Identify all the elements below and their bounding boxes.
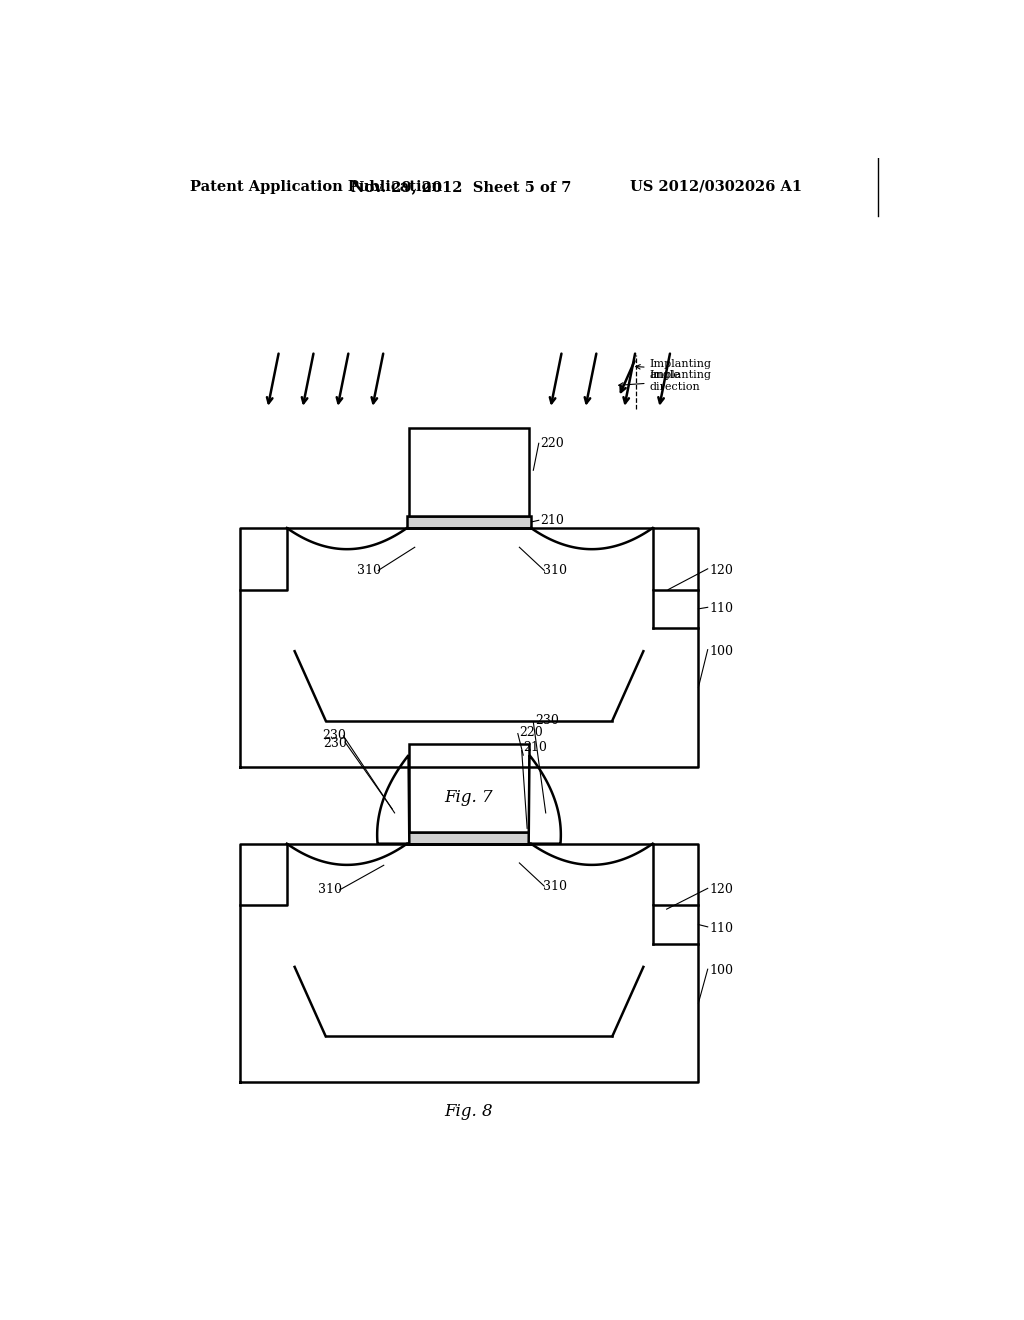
Text: 230: 230 — [322, 730, 346, 742]
Text: Nov. 29, 2012  Sheet 5 of 7: Nov. 29, 2012 Sheet 5 of 7 — [351, 180, 571, 194]
Text: 310: 310 — [317, 883, 342, 896]
Text: 220: 220 — [519, 726, 543, 739]
Text: 230: 230 — [535, 714, 559, 727]
Text: 310: 310 — [543, 879, 566, 892]
Text: US 2012/0302026 A1: US 2012/0302026 A1 — [630, 180, 802, 194]
Text: 110: 110 — [710, 602, 733, 615]
Text: 100: 100 — [710, 964, 733, 977]
Text: Fig. 7: Fig. 7 — [444, 789, 494, 807]
Polygon shape — [528, 755, 561, 843]
Text: 230: 230 — [324, 737, 347, 750]
Text: Implanting
direction: Implanting direction — [618, 370, 712, 392]
Text: 210: 210 — [541, 513, 564, 527]
Bar — [410, 428, 528, 516]
Text: Fig. 8: Fig. 8 — [444, 1104, 494, 1121]
Polygon shape — [377, 755, 410, 843]
Text: 220: 220 — [541, 437, 564, 450]
Text: 120: 120 — [710, 883, 733, 896]
Text: 210: 210 — [523, 741, 547, 754]
Bar — [407, 516, 531, 528]
Text: 310: 310 — [356, 564, 381, 577]
Text: 120: 120 — [710, 564, 733, 577]
Text: Patent Application Publication: Patent Application Publication — [190, 180, 442, 194]
Text: 310: 310 — [543, 564, 566, 577]
Bar — [410, 743, 528, 832]
Text: Implanting
angle: Implanting angle — [636, 359, 712, 380]
Text: 110: 110 — [710, 921, 733, 935]
Text: 100: 100 — [710, 644, 733, 657]
Bar — [407, 832, 531, 843]
